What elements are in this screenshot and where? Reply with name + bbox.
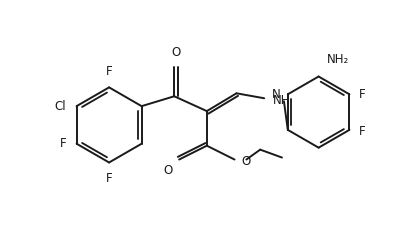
Text: NH₂: NH₂ <box>326 53 348 66</box>
Text: O: O <box>241 155 250 168</box>
Text: NH: NH <box>272 94 290 107</box>
Text: F: F <box>105 65 112 79</box>
Text: F: F <box>60 137 67 150</box>
Text: O: O <box>162 164 172 178</box>
Text: F: F <box>358 125 365 138</box>
Text: F: F <box>105 172 112 185</box>
Text: O: O <box>171 46 180 59</box>
Text: Cl: Cl <box>54 100 65 113</box>
Text: F: F <box>358 88 365 101</box>
Text: N: N <box>271 88 280 101</box>
